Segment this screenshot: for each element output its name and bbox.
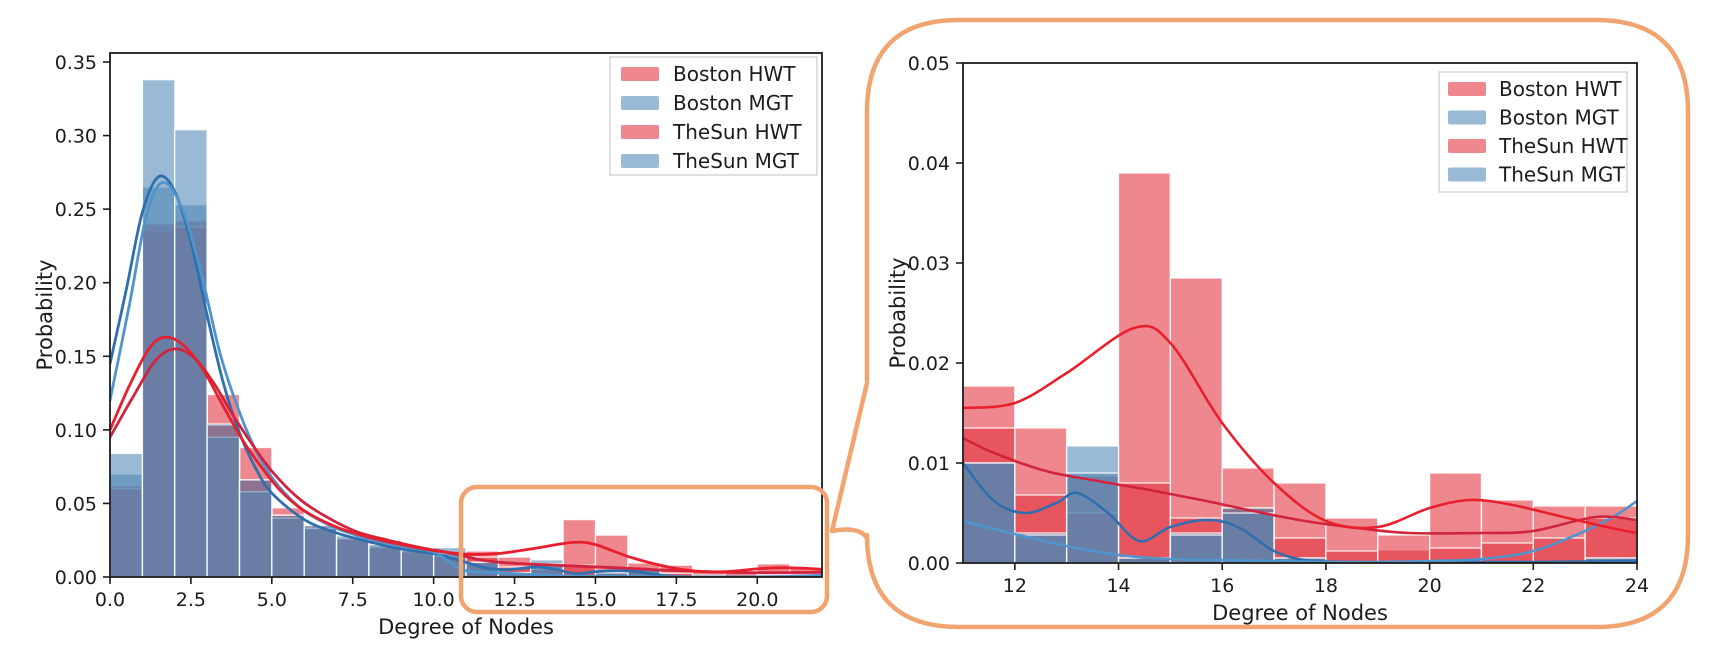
left-chart-legend-label: TheSun HWT <box>672 120 802 144</box>
left-chart-legend-swatch-hwt <box>621 125 659 139</box>
left-chart-bar <box>335 535 370 577</box>
left-chart-y-tick-label: 0.10 <box>55 420 97 442</box>
right-chart-ylabel: Probability <box>886 257 910 368</box>
right-chart-legend-swatch-mgt <box>1448 167 1486 182</box>
right-chart-x-tick-label: 14 <box>1106 575 1130 597</box>
right-chart-x-tick-label: 20 <box>1418 575 1442 597</box>
left-chart-legend-swatch-hwt <box>621 67 659 81</box>
left-chart-y-tick-label: 0.15 <box>55 346 97 368</box>
left-chart-y-tick-label: 0.05 <box>55 493 97 515</box>
left-chart-legend-swatch-mgt <box>621 96 659 110</box>
right-chart-x-tick-label: 18 <box>1314 575 1338 597</box>
right-chart-axes-frame <box>962 62 1638 564</box>
left-chart-bar <box>400 549 435 577</box>
right-chart-legend-label: Boston HWT <box>1499 77 1622 101</box>
left-chart-bar <box>271 514 305 577</box>
left-chart-y-tick-label: 0.35 <box>55 52 97 74</box>
left-chart-legend: Boston HWT Boston MGT TheSun HWT TheSun MGT <box>609 56 818 176</box>
right-chart-bar <box>1169 277 1223 563</box>
right-chart-legend-label: TheSun MGT <box>1498 163 1626 187</box>
left-chart-ylabel: Probability <box>33 259 57 370</box>
right-chart-ticks <box>956 62 1638 570</box>
right-chart-bar <box>1066 472 1120 563</box>
right-chart: 12 14 16 18 20 22 24 0.00 0.01 0.02 0.03 0.04 0.05 De… <box>886 53 1649 625</box>
right-chart-x-tick-label: 16 <box>1210 575 1234 597</box>
left-chart-legend-swatch-mgt <box>621 154 659 168</box>
left-chart-tick-labels: 0.0 2.5 5.0 7.5 10.0 12.5 15.0 17.5 20.0 0.00 0.05… <box>55 52 779 611</box>
right-chart-tick-labels: 12 14 16 18 20 22 24 0.00 0.01 0.02 0.03 0.04 0.05 <box>908 53 1649 597</box>
left-chart-axes-frame <box>109 52 823 578</box>
left-chart-ticks <box>103 61 759 584</box>
right-chart-legend-swatch-hwt <box>1448 82 1486 96</box>
right-chart-y-tick-label: 0.02 <box>908 353 950 375</box>
left-chart-bar <box>206 423 241 577</box>
left-chart-y-tick-label: 0.00 <box>55 567 97 589</box>
right-chart-xlabel: Degree of Nodes <box>1212 601 1388 625</box>
right-chart-y-tick-label: 0.05 <box>908 53 950 75</box>
right-chart-x-tick-label: 12 <box>1003 575 1027 597</box>
left-chart-y-tick-label: 0.20 <box>55 273 97 295</box>
right-chart-kde-thesun-hwt <box>963 436 1637 535</box>
right-chart-x-tick-label: 22 <box>1521 575 1545 597</box>
right-chart-bar <box>1221 512 1275 563</box>
right-chart-x-tick-label: 24 <box>1625 575 1649 597</box>
right-chart-legend-swatch-hwt <box>1448 139 1486 153</box>
right-chart-legend-label: Boston MGT <box>1499 106 1620 130</box>
left-chart: 0.0 2.5 5.0 7.5 10.0 12.5 15.0 17.5 20.0 0.00 0.05… <box>33 52 823 639</box>
right-chart-kde-thesun-mgt <box>963 499 1637 563</box>
left-chart-y-tick-label: 0.25 <box>55 199 97 221</box>
right-chart-legend-swatch-mgt <box>1448 110 1486 125</box>
highlight-rect <box>458 484 830 615</box>
left-chart-x-tick-label: 5.0 <box>257 589 287 611</box>
left-chart-kde-boston-hwt <box>110 335 822 574</box>
right-chart-kde-boston-hwt <box>963 324 1637 535</box>
left-chart-bar <box>303 524 338 577</box>
left-chart-x-tick-label: 0.0 <box>95 589 125 611</box>
right-chart-y-tick-label: 0.03 <box>908 253 950 275</box>
right-chart-plot-area <box>963 172 1637 563</box>
right-chart-bar <box>1377 534 1431 563</box>
left-chart-legend-label: Boston MGT <box>673 91 794 115</box>
left-chart-x-tick-label: 10.0 <box>412 589 454 611</box>
left-chart-x-tick-label: 15.0 <box>574 589 616 611</box>
left-chart-x-tick-label: 20.0 <box>736 589 778 611</box>
right-chart-bars-thesun-mgt <box>963 462 1637 563</box>
left-chart-bar <box>141 79 176 577</box>
callout-wedge <box>829 380 870 541</box>
right-chart-legend: Boston HWT Boston MGT TheSun HWT TheSun MGT <box>1438 71 1628 193</box>
right-chart-y-tick-label: 0.00 <box>908 553 950 575</box>
right-chart-bar <box>1117 482 1171 563</box>
left-chart-x-tick-label: 7.5 <box>338 589 368 611</box>
right-chart-legend-label: TheSun HWT <box>1498 134 1628 158</box>
left-chart-bar <box>110 452 144 577</box>
left-chart-plot-area <box>110 79 822 577</box>
right-chart-bar <box>963 462 1016 563</box>
left-chart-x-tick-label: 17.5 <box>655 589 697 611</box>
zoom-callout-annotation <box>458 17 1691 630</box>
left-chart-legend-label: TheSun MGT <box>672 149 800 173</box>
left-chart-bars-thesun-mgt <box>110 79 694 577</box>
right-chart-y-tick-label: 0.01 <box>908 453 950 475</box>
left-chart-legend-label: Boston HWT <box>673 62 796 86</box>
left-chart-xlabel: Degree of Nodes <box>378 615 554 639</box>
left-chart-y-tick-label: 0.30 <box>55 126 97 148</box>
left-chart-bar <box>238 479 273 577</box>
right-chart-y-tick-label: 0.04 <box>908 153 950 175</box>
left-chart-x-tick-label: 12.5 <box>493 589 535 611</box>
left-chart-x-tick-label: 2.5 <box>176 589 206 611</box>
callout-box <box>864 17 1691 630</box>
